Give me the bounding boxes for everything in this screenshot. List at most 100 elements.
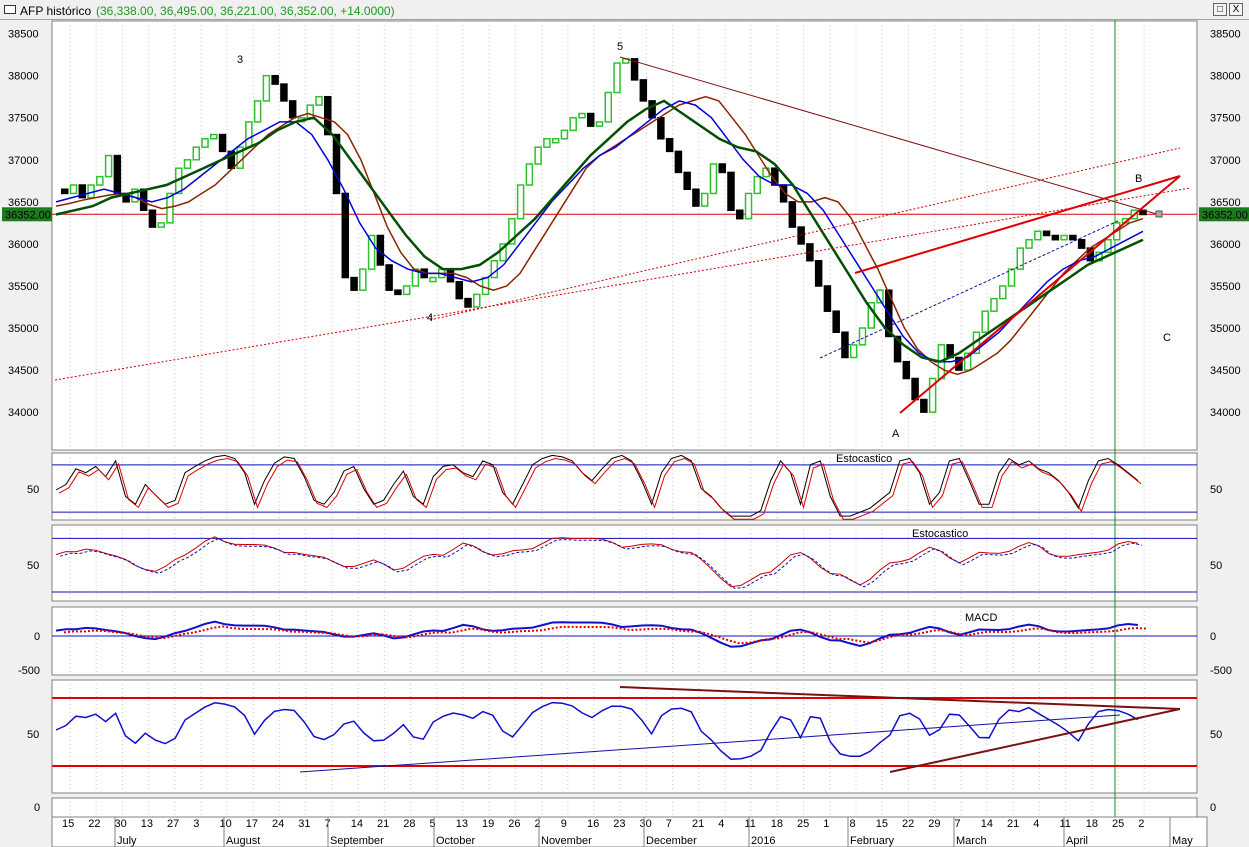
- price-bar: [192, 146, 201, 161]
- x-tick-label: 28: [403, 818, 415, 830]
- x-tick-label: 11: [745, 818, 756, 830]
- price-bar: [69, 184, 78, 195]
- moving-average-line: [55, 100, 1144, 363]
- price-bar: [990, 297, 998, 312]
- x-tick-label: 13: [141, 818, 153, 830]
- x-tick-label: 10: [220, 818, 232, 830]
- price-bar: [306, 104, 314, 119]
- price-bar: [490, 259, 499, 279]
- x-tick-label: 31: [298, 818, 310, 830]
- price-bar: [271, 74, 279, 85]
- panel-title-macd: MACD: [965, 612, 997, 624]
- trend-line: [899, 175, 1181, 414]
- osc-tick: 50: [1210, 484, 1222, 496]
- price-bar: [464, 297, 472, 308]
- price-bar: [674, 150, 683, 174]
- price-bar: [61, 188, 69, 195]
- price-bar: [402, 285, 411, 296]
- month-label: May: [1172, 835, 1193, 847]
- x-tick-label: 22: [902, 818, 914, 830]
- price-bar: [823, 285, 832, 312]
- x-tick-label: 3: [193, 818, 199, 830]
- restore-window-icon[interactable]: □: [1213, 3, 1227, 16]
- price-tick-left: 34500: [8, 365, 39, 377]
- price-tick-left: 38000: [8, 71, 39, 83]
- price-bar: [657, 116, 665, 140]
- price-bar: [367, 234, 376, 270]
- price-bar: [849, 344, 858, 359]
- price-bar: [455, 281, 463, 300]
- panel-frame: [51, 20, 1198, 451]
- price-tick-right: 36500: [1210, 197, 1241, 209]
- price-bar: [586, 112, 595, 127]
- price-bar: [104, 154, 113, 178]
- panel-frame: [51, 524, 1198, 602]
- x-tick-label: 8: [850, 818, 856, 830]
- rsi-trend-top: [619, 686, 1181, 710]
- price-bar: [1034, 230, 1042, 241]
- price-bar: [525, 163, 534, 186]
- price-bar: [508, 217, 516, 245]
- month-label: September: [330, 835, 384, 847]
- price-bar: [963, 352, 972, 371]
- price-tick-right: 35000: [1210, 323, 1241, 335]
- month-label: December: [646, 835, 697, 847]
- month-label: July: [117, 835, 137, 847]
- x-tick-label: 30: [640, 818, 652, 830]
- close-window-icon[interactable]: X: [1229, 3, 1243, 16]
- price-tick-right: 34000: [1210, 407, 1241, 419]
- last-price-label-left: 36352.00: [5, 209, 51, 221]
- x-tick-label: 23: [613, 818, 625, 830]
- rsi-trend-bottom: [889, 708, 1181, 773]
- price-bar: [928, 377, 937, 413]
- osc-tick: 50: [27, 729, 39, 741]
- price-bar: [911, 377, 919, 401]
- stoch-slow-signal: [59, 537, 1143, 590]
- osc-tick: 0: [34, 802, 40, 814]
- price-bar: [262, 74, 271, 102]
- osc-tick: 50: [1210, 560, 1222, 572]
- price-bar: [1042, 230, 1051, 237]
- x-tick-label: 21: [377, 818, 389, 830]
- price-bar: [841, 331, 849, 359]
- x-tick-label: 18: [1086, 818, 1098, 830]
- price-bar: [727, 171, 735, 212]
- price-bar: [1025, 238, 1033, 249]
- price-bar: [832, 310, 840, 333]
- wave-label-5: 5: [617, 41, 623, 53]
- x-tick-label: 19: [482, 818, 494, 830]
- price-bar: [473, 293, 481, 308]
- price-bar: [788, 201, 797, 228]
- price-tick-right: 38500: [1210, 29, 1241, 41]
- last-price-badge-left: [2, 207, 52, 222]
- price-bar: [253, 100, 262, 123]
- price-bar: [700, 192, 709, 207]
- price-bar: [998, 285, 1007, 300]
- rsi-trend-support: [299, 714, 1121, 773]
- x-tick-label: 16: [587, 818, 599, 830]
- panel-frame: [51, 452, 1198, 521]
- price-bar: [516, 184, 525, 220]
- x-tick-label: 29: [928, 818, 940, 830]
- price-bar: [648, 100, 656, 119]
- price-tick-left: 38500: [8, 29, 39, 41]
- osc-tick: 0: [1210, 631, 1216, 643]
- price-bar: [876, 289, 884, 304]
- wave-label-4: 4: [427, 312, 433, 324]
- panel-title-stochastic-fast: Estocastico: [836, 453, 892, 465]
- price-bar: [201, 138, 209, 148]
- price-bar: [350, 276, 358, 291]
- x-tick-label: 5: [430, 818, 436, 830]
- x-tick-label: 24: [272, 818, 284, 830]
- price-bar: [736, 209, 744, 220]
- x-tick-label: 4: [718, 818, 724, 830]
- price-tick-left: 36500: [8, 197, 39, 209]
- price-bar: [131, 188, 139, 203]
- price-bar: [1051, 234, 1060, 241]
- x-tick-label: 9: [561, 818, 567, 830]
- wave-label-C: C: [1163, 332, 1171, 344]
- price-bar: [858, 327, 867, 346]
- price-tick-right: 37000: [1210, 155, 1241, 167]
- price-bar: [481, 276, 490, 296]
- price-bar: [692, 188, 700, 207]
